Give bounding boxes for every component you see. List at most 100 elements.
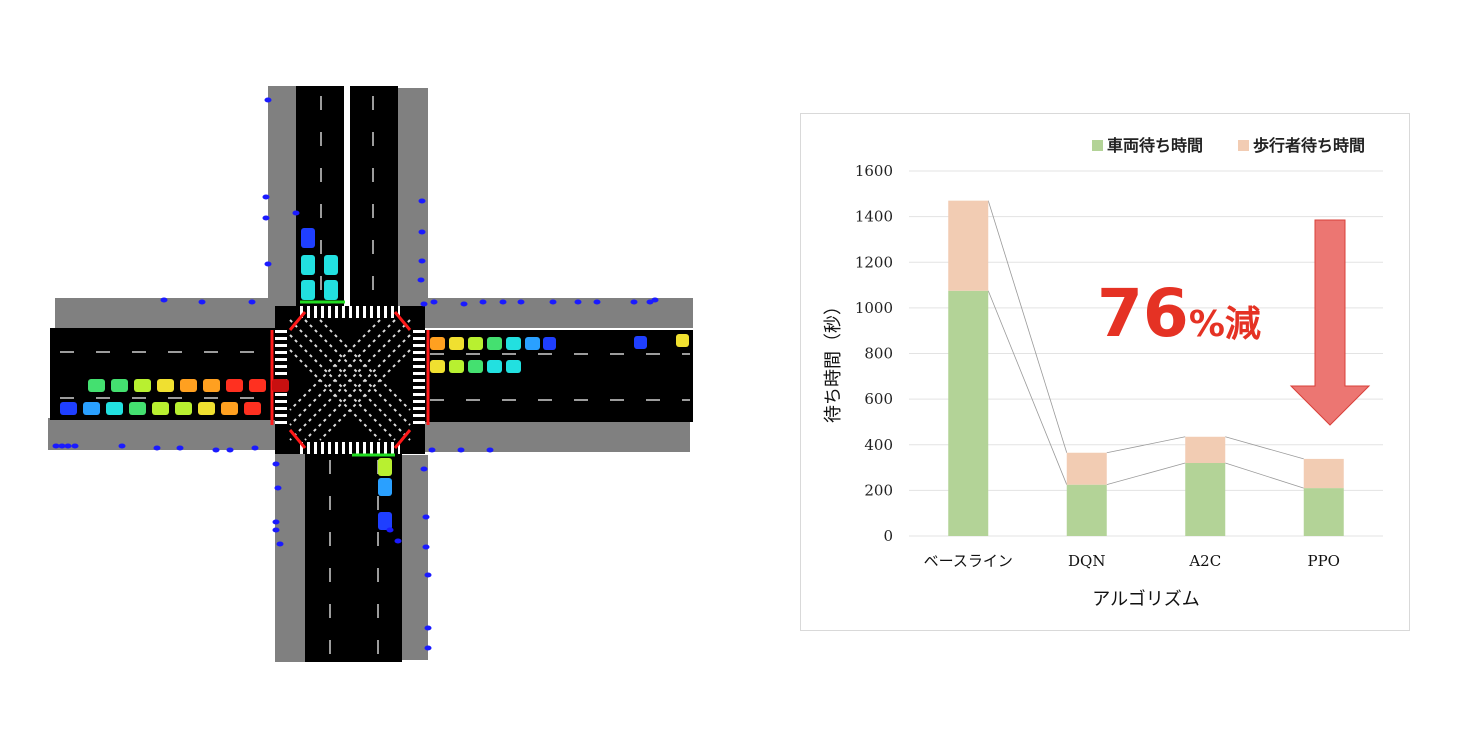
connector-line <box>1225 462 1304 489</box>
stacked-bar-chart: 0 200 400 600 800 1000 1200 1400 1600 ベースライン DQN A… <box>823 136 1383 610</box>
chart-panel: 0 200 400 600 800 1000 1200 1400 1600 ベースライン DQN A… <box>800 113 1410 631</box>
pedestrian <box>58 443 66 449</box>
bars <box>948 200 1344 536</box>
legend-label-vehicle: 車両待ち時間 <box>1107 136 1203 155</box>
pedestrian <box>251 445 259 451</box>
pedestrian <box>630 299 638 305</box>
down-arrow <box>1289 219 1371 426</box>
pedestrian <box>418 258 426 264</box>
vehicle <box>198 402 215 415</box>
intersection-simulation <box>48 86 693 662</box>
pedestrian <box>262 215 270 221</box>
pedestrian <box>386 527 394 533</box>
y-tick-label: 1400 <box>855 208 893 226</box>
pedestrian <box>418 229 426 235</box>
bar-vehicle <box>948 290 989 536</box>
bar-pedestrian <box>948 200 989 291</box>
vehicle <box>487 337 502 350</box>
signal-lights <box>300 300 395 457</box>
pedestrian <box>460 301 468 307</box>
pedestrian <box>226 447 234 453</box>
connector-line <box>1225 436 1304 460</box>
vehicle <box>506 360 521 373</box>
vehicle <box>468 337 483 350</box>
vehicle <box>676 334 689 347</box>
pedestrian <box>153 445 161 451</box>
pedestrian <box>420 301 428 307</box>
pedestrian <box>118 443 126 449</box>
pedestrian <box>479 299 487 305</box>
vehicle <box>203 379 220 392</box>
bar-pedestrian <box>1066 452 1107 485</box>
pedestrian <box>276 541 284 547</box>
vehicle <box>221 402 238 415</box>
connector-line <box>1106 462 1186 486</box>
pedestrian <box>517 299 525 305</box>
pedestrian <box>486 447 494 453</box>
vehicle <box>634 336 647 349</box>
pedestrian <box>198 299 206 305</box>
connector-line <box>987 200 1068 453</box>
vehicle <box>324 280 338 300</box>
lane-markings <box>60 96 690 655</box>
pedestrian <box>248 299 256 305</box>
callout-unit: %減 <box>1189 304 1261 345</box>
pedestrian <box>424 572 432 578</box>
y-tick-label: 1200 <box>855 253 893 271</box>
pedestrian <box>549 299 557 305</box>
bar-vehicle <box>1066 484 1107 536</box>
vehicle <box>88 379 105 392</box>
callout-number: 76 <box>1097 275 1189 352</box>
y-tick-label: 1000 <box>855 299 893 317</box>
vehicle <box>301 280 315 300</box>
vehicle <box>449 337 464 350</box>
vehicle <box>244 402 261 415</box>
vehicle <box>180 379 197 392</box>
y-tick-label: 0 <box>883 527 893 545</box>
vehicle <box>378 478 392 496</box>
legend-swatch-vehicle <box>1092 140 1103 151</box>
pedestrian <box>272 527 280 533</box>
legend: 車両待ち時間 歩行者待ち時間 <box>1092 136 1365 155</box>
y-tick-label: 800 <box>864 345 893 363</box>
vehicle <box>157 379 174 392</box>
connector-line <box>987 290 1068 485</box>
vehicle <box>430 337 445 350</box>
vehicle <box>324 255 338 275</box>
pedestrian <box>574 299 582 305</box>
y-tick-label: 1600 <box>855 162 893 180</box>
vehicle <box>60 402 77 415</box>
vehicle <box>487 360 502 373</box>
vehicle <box>129 402 146 415</box>
pedestrian <box>430 299 438 305</box>
vehicle <box>152 402 169 415</box>
pedestrian <box>422 514 430 520</box>
pedestrian <box>212 447 220 453</box>
vehicle <box>449 360 464 373</box>
pedestrian <box>52 443 60 449</box>
pedestrian <box>457 447 465 453</box>
bar-vehicle <box>1303 488 1344 536</box>
connector-line <box>1106 436 1186 454</box>
reduction-callout: 76%減 <box>1097 219 1371 426</box>
bar-vehicle <box>1185 463 1226 536</box>
vehicle <box>111 379 128 392</box>
vehicle <box>301 255 315 275</box>
pedestrian <box>272 461 280 467</box>
pedestrian <box>64 443 72 449</box>
vehicle <box>175 402 192 415</box>
pedestrians <box>52 97 659 651</box>
vehicle <box>226 379 243 392</box>
pedestrian <box>272 519 280 525</box>
svg-text:76%減: 76%減 <box>1097 275 1261 352</box>
vehicle <box>468 360 483 373</box>
vehicle <box>301 228 315 248</box>
vehicle <box>378 458 392 476</box>
pedestrian <box>394 538 402 544</box>
y-tick-label: 200 <box>864 481 893 499</box>
pedestrian <box>428 447 436 453</box>
pedestrian <box>420 466 428 472</box>
x-axis-title: アルゴリズム <box>1092 589 1199 610</box>
pedestrian <box>424 645 432 651</box>
vehicle <box>543 337 556 350</box>
